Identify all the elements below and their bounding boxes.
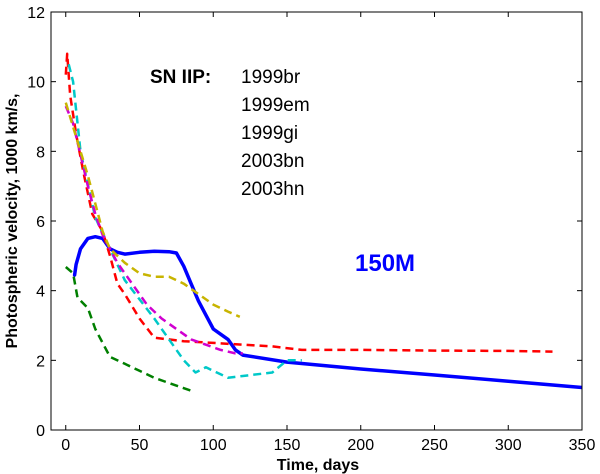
series-line-green-dashed xyxy=(64,266,195,393)
ticks-layer: 0 50 100 150 200 250 300 350 0 2 4 6 8 10 12 xyxy=(27,5,595,454)
legend-entry-2003bn: 2003bn xyxy=(241,151,304,172)
y-tick-label: 4 xyxy=(36,284,45,301)
x-tick-label: 250 xyxy=(421,437,448,454)
y-axis-label: Photospheric velocity, 1000 km/s, xyxy=(4,94,21,349)
y-tick-label: 2 xyxy=(36,353,45,370)
x-tick-label: 350 xyxy=(569,437,596,454)
y-tick-label: 0 xyxy=(36,423,45,440)
x-tick-label: 200 xyxy=(347,437,374,454)
series-layer xyxy=(64,52,582,393)
legend-entry-1999em: 1999em xyxy=(241,95,310,116)
y-tick-label: 6 xyxy=(36,214,45,231)
series-line-red-dashed xyxy=(64,52,553,353)
y-tick-label: 12 xyxy=(27,5,45,22)
series-line-magenta-dashed xyxy=(64,105,243,355)
x-tick-label: 0 xyxy=(61,437,70,454)
x-tick-label: 300 xyxy=(495,437,522,454)
x-tick-label: 150 xyxy=(274,437,301,454)
x-tick-label: 50 xyxy=(131,437,149,454)
legend-title: SN IIP: xyxy=(150,67,211,88)
series-line-150m-model xyxy=(72,234,582,390)
legend-entry-2003hn: 2003hn xyxy=(241,179,304,200)
model-label-150m: 150M xyxy=(355,250,415,277)
plot-frame xyxy=(50,11,583,431)
x-tick-label: 100 xyxy=(200,437,227,454)
legend-entry-1999gi: 1999gi xyxy=(241,123,298,144)
series-line-olive-dashed xyxy=(64,102,241,318)
y-tick-label: 8 xyxy=(36,144,45,161)
x-axis-label: Time, days xyxy=(277,457,360,474)
legend-entry-1999br: 1999br xyxy=(241,67,301,88)
y-tick-label: 10 xyxy=(27,75,45,92)
